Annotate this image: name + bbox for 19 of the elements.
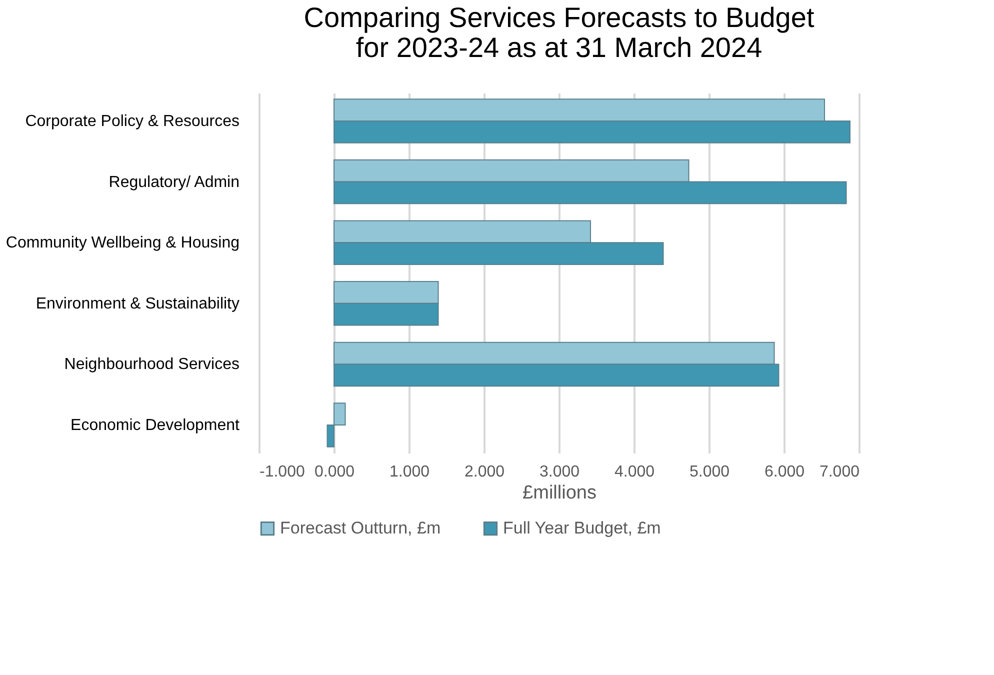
y-tick-label: Community Wellbeing & Housing (6, 234, 240, 252)
x-tick-label: 3.000 (539, 464, 580, 480)
x-tick-label: 2.000 (464, 464, 505, 480)
y-tick-label: Neighbourhood Services (64, 356, 240, 374)
legend-label: Forecast Outturn, £m (280, 518, 441, 538)
chart-title: Comparing Services Forecasts to Budget for 2023-24 as at 31 March 2024 (304, 2, 814, 63)
y-tick-label: Environment & Sustainability (36, 295, 240, 312)
y-tick-label: Corporate Policy & Resources (25, 112, 240, 130)
x-tick-label: 5.000 (689, 464, 730, 480)
x-tick-label: 6.000 (764, 464, 805, 480)
legend-label: Full Year Budget, £m (503, 518, 661, 538)
y-tick-label: Economic Development (70, 417, 240, 434)
x-tick-label: 7.000 (819, 464, 860, 480)
x-tick-label: -1.000 (260, 464, 305, 480)
x-tick-label: 0.000 (314, 464, 355, 480)
y-tick-label: Regulatory/ Admin (108, 174, 240, 191)
x-tick-label: 4.000 (614, 464, 655, 480)
x-tick-label: 1.000 (389, 464, 430, 480)
x-axis-title: £millions (522, 482, 596, 504)
